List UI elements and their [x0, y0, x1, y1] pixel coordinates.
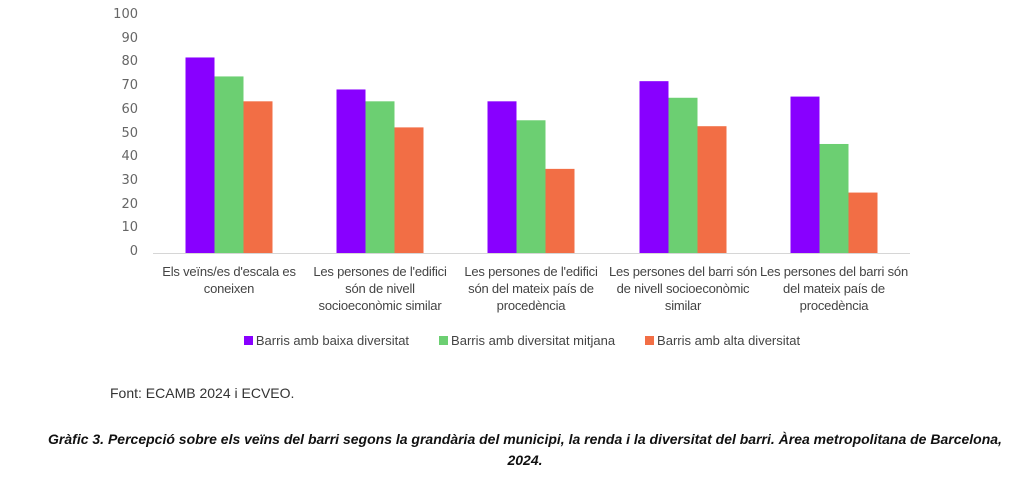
bar — [639, 81, 669, 253]
y-tick-label: 100 — [113, 7, 138, 22]
legend-item: Barris amb baixa diversitat — [243, 333, 410, 348]
bar — [394, 127, 424, 253]
bar-chart — [153, 57, 910, 254]
legend-label: Barris amb alta diversitat — [657, 333, 801, 348]
y-tick-label: 40 — [121, 149, 138, 165]
legend-item: Barris amb diversitat mitjana — [439, 333, 615, 348]
legend-item: Barris amb alta diversitat — [645, 333, 800, 348]
bar — [545, 168, 575, 253]
legend-swatch — [439, 336, 449, 345]
bar — [668, 97, 698, 253]
x-tick-label: Les persones de l'edifici són de nivell … — [313, 264, 447, 313]
y-tick-label: 0 — [129, 244, 138, 259]
bar — [697, 126, 727, 253]
bar — [819, 143, 849, 253]
y-tick-label: 50 — [121, 125, 138, 141]
y-tick-label: 90 — [121, 30, 138, 46]
x-tick-label: Les persones del barri són del mateix pa… — [759, 264, 908, 313]
bar — [243, 101, 273, 253]
legend-label: Barris amb diversitat mitjana — [451, 333, 616, 348]
y-tick-label: 80 — [121, 54, 138, 70]
x-tick-label: Les persones del barri són de nivell soc… — [608, 264, 757, 313]
bar — [487, 101, 517, 253]
bar — [336, 89, 366, 253]
x-tick-label: Els veïns/es d'escala es coneixen — [162, 264, 296, 296]
plot-area — [153, 57, 910, 254]
legend-label: Barris amb baixa diversitat — [255, 333, 410, 348]
bar — [214, 76, 244, 253]
y-tick-label: 60 — [121, 101, 138, 117]
bar — [516, 120, 546, 253]
y-tick-label: 70 — [121, 78, 138, 94]
bar — [790, 96, 820, 253]
y-tick-label: 10 — [121, 220, 138, 236]
source-note: Font: ECAMB 2024 i ECVEO. — [110, 385, 295, 401]
bar — [185, 57, 215, 253]
legend-swatch — [645, 336, 655, 345]
legend: Barris amb baixa diversitat Barris amb di… — [0, 333, 1024, 348]
bar — [365, 101, 395, 253]
figure-caption: Gràfic 3. Percepció sobre els veïns del … — [48, 431, 1002, 468]
bar — [848, 192, 878, 253]
y-tick-label: 30 — [121, 172, 138, 188]
y-tick-label: 20 — [121, 196, 138, 212]
x-tick-label: Les persones de l'edifici són del mateix… — [464, 264, 598, 313]
legend-swatch — [243, 336, 253, 345]
